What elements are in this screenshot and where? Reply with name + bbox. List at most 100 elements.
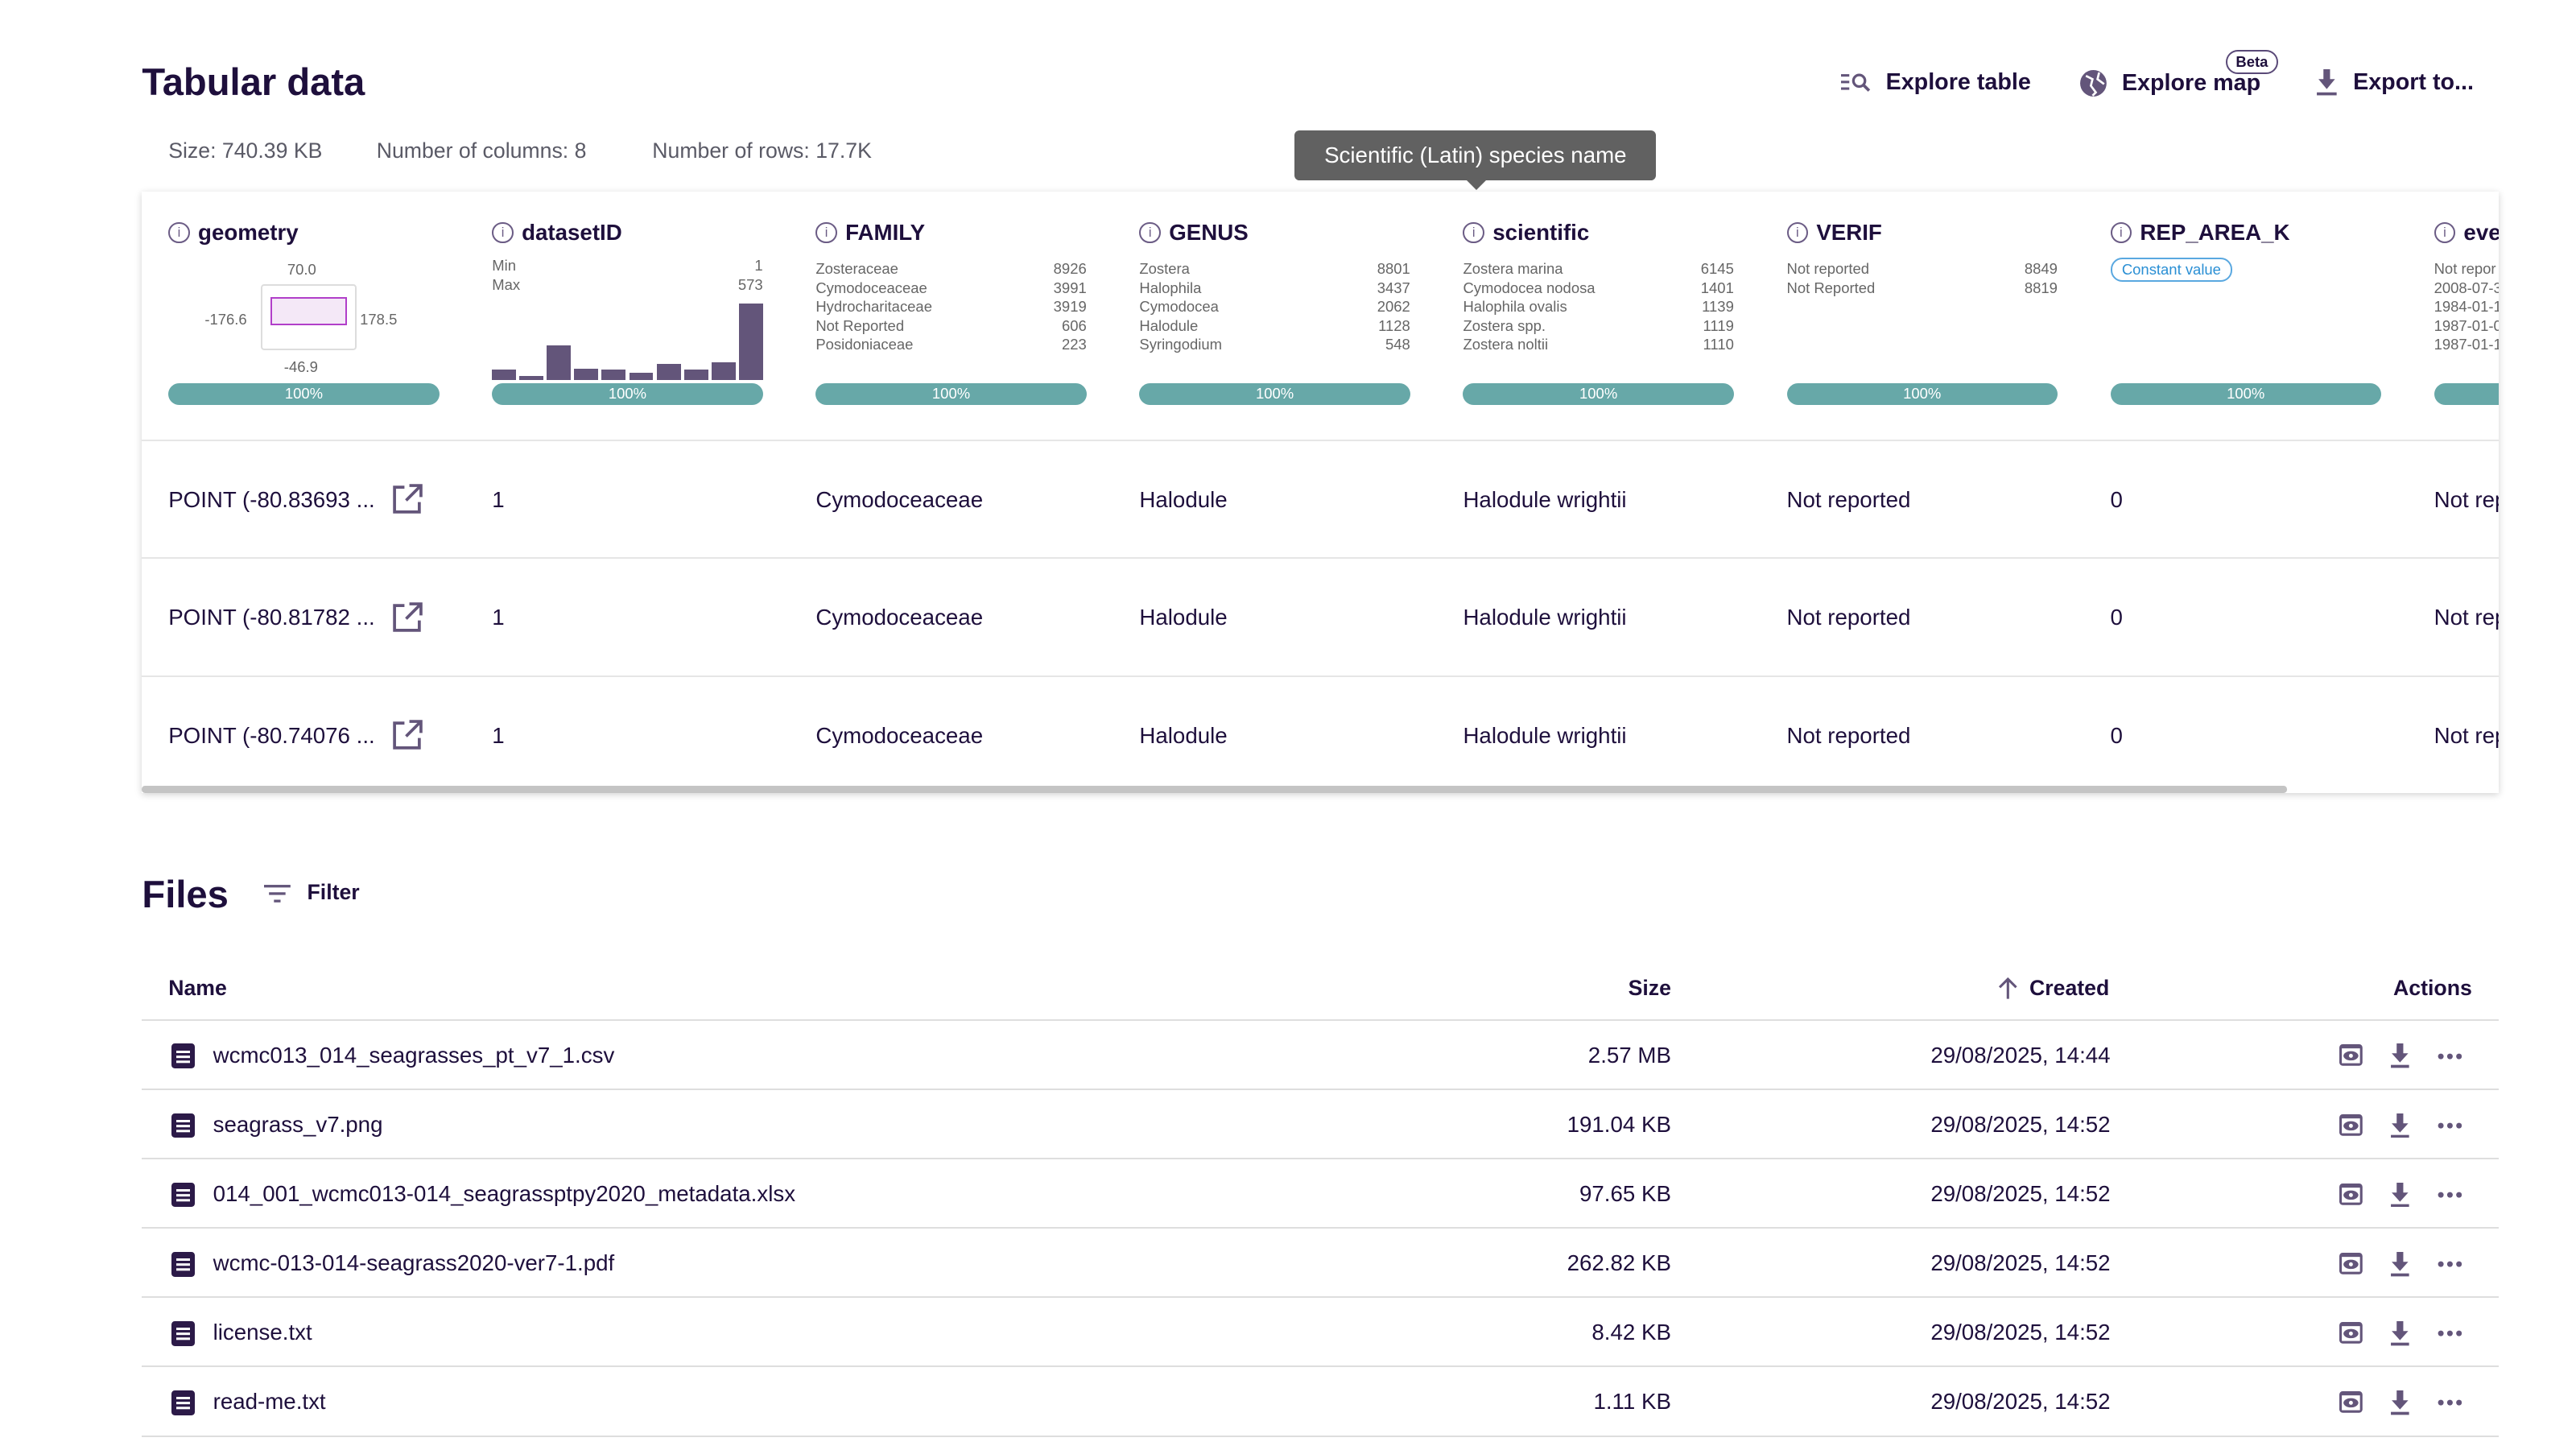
explore-map-button[interactable]: Explore map [2079,69,2260,97]
frequency-item: Zostera 8801 [1139,259,1410,279]
open-external-icon[interactable] [391,601,423,634]
export-button[interactable]: Export to... [2315,69,2474,96]
frequency-count: 1128 [1378,316,1410,334]
column-name: scientific [1492,219,1590,245]
more-options-icon[interactable] [2438,1052,2462,1060]
column-name: GENUS [1169,219,1249,245]
frequency-item: Not repor [2434,259,2499,279]
completeness-bar: 100% [168,382,440,405]
preview-icon[interactable] [2339,1321,2363,1345]
frequency-item: Hydrocharitaceae 3919 [815,297,1086,316]
column-summary-REP_AREA_K: i REP_AREA_K Constant value 100% [2110,192,2381,440]
info-icon[interactable]: i [1786,221,1809,244]
frequency-count: 8801 [1377,260,1410,278]
table-cell: Not rep [2434,605,2499,630]
file-name[interactable]: 014_001_wcmc013-014_seagrassptpy2020_met… [213,1180,796,1206]
frequency-count: 8849 [2024,260,2058,278]
preview-icon[interactable] [2339,1252,2363,1275]
files-title: Files [142,873,229,916]
download-icon[interactable] [2389,1320,2411,1346]
histogram-bar [738,304,763,380]
value-frequencies: Zostera marina 6145 Cymodocea nodosa 1401 Ha… [1463,259,1733,354]
more-options-icon[interactable] [2438,1122,2462,1130]
table-cell: Cymodoceaceae [815,605,984,630]
frequency-value: Zostera spp. [1463,316,1546,334]
file-name[interactable]: read-me.txt [213,1389,326,1415]
preview-icon[interactable] [2339,1390,2363,1414]
frequency-item: Zosteraceae 8926 [815,259,1086,279]
column-header-scientific[interactable]: i scientific [1463,220,1589,246]
info-icon[interactable]: i [492,221,514,244]
preview-icon[interactable] [2339,1183,2363,1206]
info-icon[interactable]: i [815,221,837,244]
file-name[interactable]: seagrass_v7.png [213,1111,383,1137]
column-header-name[interactable]: Name [168,976,227,1001]
file-created: 29/08/2025, 14:52 [1930,1180,2111,1206]
frequency-count: 6145 [1700,260,1734,278]
download-icon[interactable] [2389,1390,2411,1415]
info-icon[interactable]: i [2110,221,2132,244]
frequency-value: Zostera marina [1463,260,1563,278]
bbox-frame [261,283,357,350]
filter-button[interactable]: Filter [264,880,360,905]
column-header-VERIF[interactable]: i VERIF [1786,220,1882,246]
frequency-item: Not Reported 8819 [1787,279,2058,298]
table-cell: Halodule [1139,486,1228,512]
column-header-datasetID[interactable]: i datasetID [492,220,622,246]
download-icon[interactable] [2389,1251,2411,1277]
frequency-item: Zostera marina 6145 [1463,259,1733,279]
frequency-value: Not Reported [1786,279,1876,296]
table-cell: Not reported [1786,605,1911,630]
file-name[interactable]: wcmc013_014_seagrasses_pt_v7_1.csv [213,1042,615,1068]
open-external-icon[interactable] [391,720,423,751]
column-header-GENUS[interactable]: i GENUS [1139,219,1249,246]
more-options-icon[interactable] [2438,1191,2462,1199]
column-header-geometry[interactable]: i geometry [168,220,299,246]
file-size: 1.11 KB [1593,1389,1671,1415]
info-icon[interactable]: i [2434,221,2456,244]
file-size: 2.57 MB [1587,1042,1671,1068]
column-header-REP_AREA_K[interactable]: i REP_AREA_K [2110,219,2290,246]
bbox-west: -176.6 [204,310,247,328]
frequency-item: 1987-01-1 [2434,335,2499,354]
info-icon[interactable]: i [1463,221,1484,244]
info-icon[interactable]: i [1139,221,1161,244]
download-icon[interactable] [2389,1182,2411,1208]
column-header-size[interactable]: Size [1628,976,1671,1001]
column-name: REP_AREA_K [2140,219,2290,245]
constant-value-badge: Constant value [2110,257,2233,283]
frequency-value: 2008-07-3 [2434,279,2499,296]
completeness-bar: 100% [1786,382,2058,405]
frequency-item: Halodule 1128 [1139,316,1410,336]
download-icon[interactable] [2389,1043,2411,1068]
horizontal-scrollbar[interactable] [142,786,2288,793]
file-name[interactable]: wcmc-013-014-seagrass2020-ver7-1.pdf [213,1250,615,1276]
download-icon[interactable] [2389,1113,2411,1138]
more-options-icon[interactable] [2438,1260,2462,1268]
file-name[interactable]: license.txt [213,1320,312,1345]
info-icon[interactable]: i [168,221,190,244]
column-header-created[interactable]: Created [1998,976,2109,1001]
table-cell: POINT (-80.81782 ... [168,605,375,630]
histogram-bar [656,363,681,380]
frequency-value: 1987-01-1 [2434,336,2499,353]
preview-icon[interactable] [2339,1113,2363,1137]
frequency-value: 1984-01-1 [2434,298,2499,316]
more-options-icon[interactable] [2438,1329,2462,1337]
histogram-bar [601,369,626,380]
frequency-item: Zostera spp. 1119 [1463,316,1733,336]
table-row: POINT (-80.83693 ... 1 Cymodoceaceae Halodu… [142,439,2499,559]
frequency-value: Not reported [1786,260,1870,278]
open-external-icon[interactable] [391,484,423,515]
column-header-FAMILY[interactable]: i FAMILY [815,220,925,246]
preview-icon[interactable] [2339,1043,2363,1067]
file-row: wcmc013_014_seagrasses_pt_v7_1.csv 2.57 … [142,1018,2499,1090]
table-row: POINT (-80.74076 ... 1 Cymodoceaceae Halodu… [142,675,2499,793]
more-options-icon[interactable] [2438,1398,2462,1407]
frequency-count: 3991 [1053,279,1087,296]
bounding-box-summary: 70.0 -176.6 178.5 -46.9 [168,258,439,382]
frequency-value: Halophila ovalis [1463,298,1567,316]
file-created: 29/08/2025, 14:52 [1930,1389,2111,1415]
explore-table-button[interactable]: Explore table [1841,69,2031,96]
column-header-eve[interactable]: i eve [2434,220,2499,246]
